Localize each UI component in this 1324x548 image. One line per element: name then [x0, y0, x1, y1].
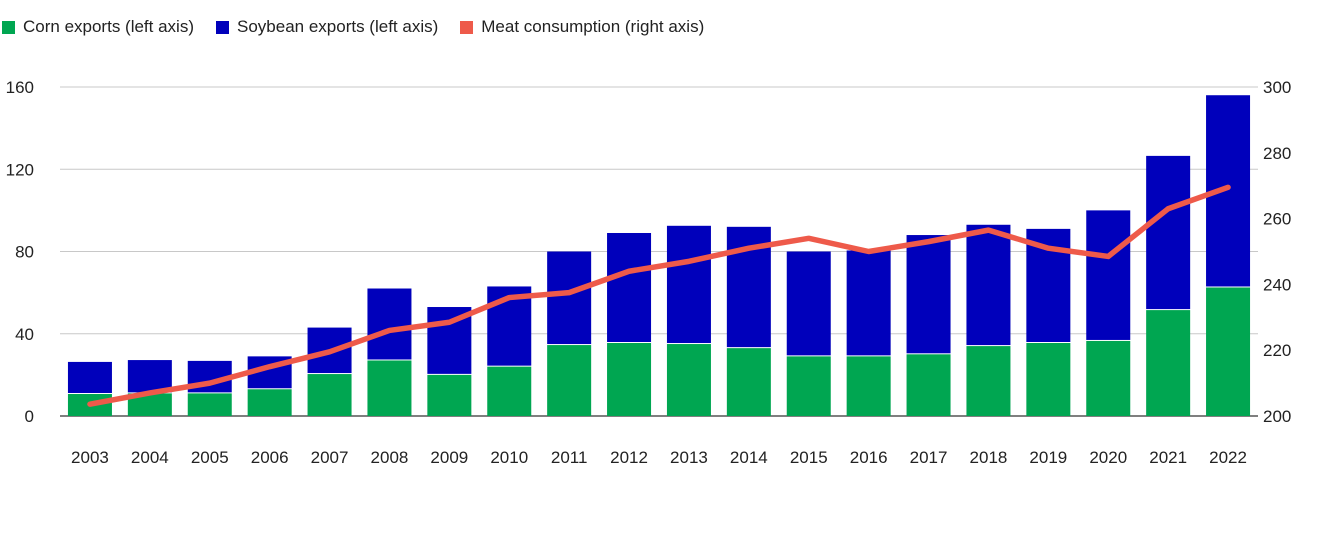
corn-bar: [1206, 287, 1251, 416]
corn-bar: [487, 366, 532, 416]
corn-bar: [547, 345, 592, 416]
y-tick-label: 0: [25, 407, 34, 426]
x-tick-label: 2016: [850, 448, 888, 467]
soybean-bar: [127, 360, 172, 393]
x-tick-label: 2020: [1089, 448, 1127, 467]
soybean-bar: [1086, 210, 1131, 340]
corn-bar: [247, 389, 292, 416]
x-tick-label: 2018: [970, 448, 1008, 467]
x-tick-label: 2011: [551, 448, 588, 467]
soybean-bar: [966, 224, 1011, 346]
y2-tick-label: 260: [1263, 210, 1291, 229]
y-tick-label: 40: [15, 325, 34, 344]
meat-consumption-line: [87, 184, 1231, 407]
soybean-bar: [67, 361, 112, 393]
x-tick-label: 2022: [1209, 448, 1247, 467]
x-tick-label: 2008: [371, 448, 409, 467]
x-tick-label: 2017: [910, 448, 948, 467]
x-tick-label: 2021: [1149, 448, 1187, 467]
x-tick-label: 2019: [1029, 448, 1067, 467]
legend-label: Corn exports (left axis): [23, 17, 194, 36]
x-tick-label: 2003: [71, 448, 109, 467]
y-tick-label: 80: [15, 243, 34, 262]
x-tick-label: 2013: [670, 448, 708, 467]
corn-bar: [786, 356, 831, 416]
x-tick-label: 2010: [490, 448, 528, 467]
legend-item: Meat consumption (right axis): [460, 17, 704, 37]
legend-label: Meat consumption (right axis): [481, 17, 705, 36]
soybean-bar: [547, 251, 592, 345]
y-tick-label: 160: [6, 78, 34, 97]
legend-swatch: [460, 20, 474, 34]
soybean-bar: [666, 225, 711, 344]
corn-bar: [307, 374, 352, 416]
corn-bar: [367, 360, 412, 416]
legend: Corn exports (left axis) Soybean exports …: [2, 17, 704, 37]
x-tick-label: 2005: [191, 448, 229, 467]
x-tick-label: 2014: [730, 448, 768, 467]
corn-bar: [607, 343, 652, 416]
soybean-bar: [906, 235, 951, 354]
corn-bar: [1026, 343, 1071, 416]
x-tick-label: 2004: [131, 448, 169, 467]
soybean-bar: [607, 232, 652, 343]
corn-bar: [966, 346, 1011, 416]
corn-bar: [906, 354, 951, 416]
corn-bar: [846, 356, 891, 416]
y2-tick-label: 300: [1263, 78, 1291, 97]
corn-bar: [127, 393, 172, 416]
corn-bar: [1086, 340, 1131, 416]
corn-bar: [666, 344, 711, 416]
legend-item: Soybean exports (left axis): [216, 17, 438, 37]
x-tick-label: 2006: [251, 448, 289, 467]
legend-item: Corn exports (left axis): [2, 17, 194, 37]
x-tick-label: 2015: [790, 448, 828, 467]
legend-swatch: [216, 20, 229, 34]
corn-bar: [187, 393, 232, 416]
soybean-bar: [1146, 155, 1191, 310]
y2-tick-label: 240: [1263, 275, 1291, 294]
soybean-bar: [846, 250, 891, 356]
soybean-bar: [786, 251, 831, 356]
y2-tick-label: 200: [1263, 407, 1291, 426]
y2-tick-label: 220: [1263, 341, 1291, 360]
y2-tick-label: 280: [1263, 144, 1291, 163]
soybean-bar: [367, 288, 412, 360]
legend-label: Soybean exports (left axis): [237, 17, 439, 36]
corn-bar: [1146, 310, 1191, 416]
x-tick-label: 2009: [430, 448, 468, 467]
x-tick-label: 2012: [610, 448, 648, 467]
corn-bar: [427, 374, 472, 416]
y-tick-label: 120: [6, 160, 34, 179]
x-tick-label: 2007: [311, 448, 349, 467]
legend-swatch: [2, 20, 15, 34]
corn-bar: [726, 348, 771, 416]
